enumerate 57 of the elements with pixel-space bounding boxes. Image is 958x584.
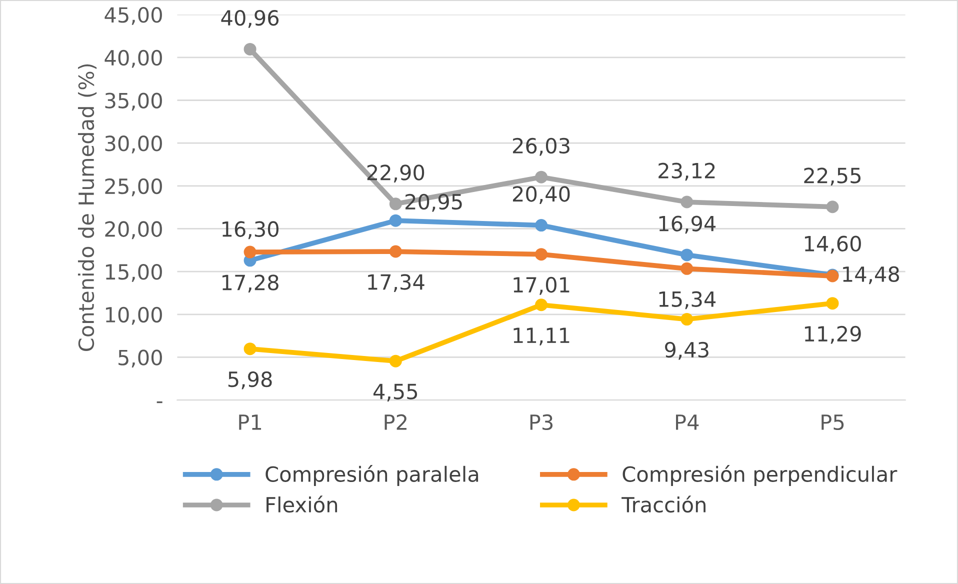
x-tick-label: P2 — [384, 414, 406, 430]
data-label: 14,48 — [843, 266, 900, 284]
x-tick-label: P1 — [239, 414, 262, 430]
point — [244, 342, 256, 356]
point — [826, 200, 839, 214]
x-tick-label: P3 — [530, 414, 553, 430]
legend-label: Tracción — [622, 496, 706, 513]
x-tick-label: P4 — [676, 414, 699, 430]
point — [389, 354, 402, 368]
y-axis-title: Contenido de Humedad (%) — [78, 64, 97, 351]
data-label: 20,40 — [512, 186, 570, 204]
x-tick-label: P5 — [822, 414, 844, 430]
y-tick-label: 35,00 — [105, 92, 162, 111]
point — [389, 214, 402, 227]
data-label: 14,60 — [804, 236, 861, 254]
y-tick-label: 40,00 — [104, 50, 162, 68]
y-tick-label: 45,00 — [104, 7, 162, 25]
y-tick-label: 5,00 — [118, 350, 162, 368]
data-label: 20,95 — [406, 194, 462, 212]
data-label: 26,03 — [512, 138, 570, 156]
legend-label: Compresión perpendicular — [622, 465, 898, 486]
data-label: 17,28 — [222, 274, 278, 293]
data-label: 23,12 — [658, 162, 715, 181]
data-label: 22,90 — [367, 164, 424, 183]
y-tick-label: 20,00 — [105, 221, 162, 240]
point — [680, 313, 694, 326]
y-tick-label: 15,00 — [106, 264, 162, 282]
data-label: 9,43 — [665, 342, 708, 360]
data-label: 4,55 — [373, 384, 418, 402]
data-label: 11,11 — [514, 328, 570, 346]
legend-label: Flexión — [266, 496, 338, 513]
point — [680, 196, 694, 208]
point — [680, 248, 694, 262]
point — [535, 170, 548, 184]
y-tick-label: 30,00 — [105, 136, 162, 154]
data-label: 11,29 — [804, 326, 861, 344]
point — [389, 198, 402, 210]
data-label: 40,96 — [221, 10, 279, 28]
point — [535, 248, 548, 261]
point — [244, 246, 256, 258]
y-tick-label: 25,00 — [105, 178, 162, 196]
y-tick-label: - — [156, 401, 162, 404]
point — [389, 245, 402, 258]
point — [244, 42, 256, 56]
data-label: 17,34 — [368, 274, 424, 292]
data-label: 16,94 — [659, 216, 716, 234]
y-tick-label: 10,00 — [106, 306, 162, 325]
point — [680, 262, 694, 275]
legend-label: Compresión paralela — [266, 465, 478, 486]
data-label: 15,34 — [659, 291, 716, 310]
data-label: 16,30 — [222, 221, 278, 240]
point — [535, 298, 548, 312]
point — [826, 297, 839, 310]
data-label: 17,01 — [514, 276, 570, 295]
data-label: 5,98 — [228, 371, 272, 390]
data-label: 22,55 — [804, 168, 861, 186]
point — [535, 219, 548, 232]
